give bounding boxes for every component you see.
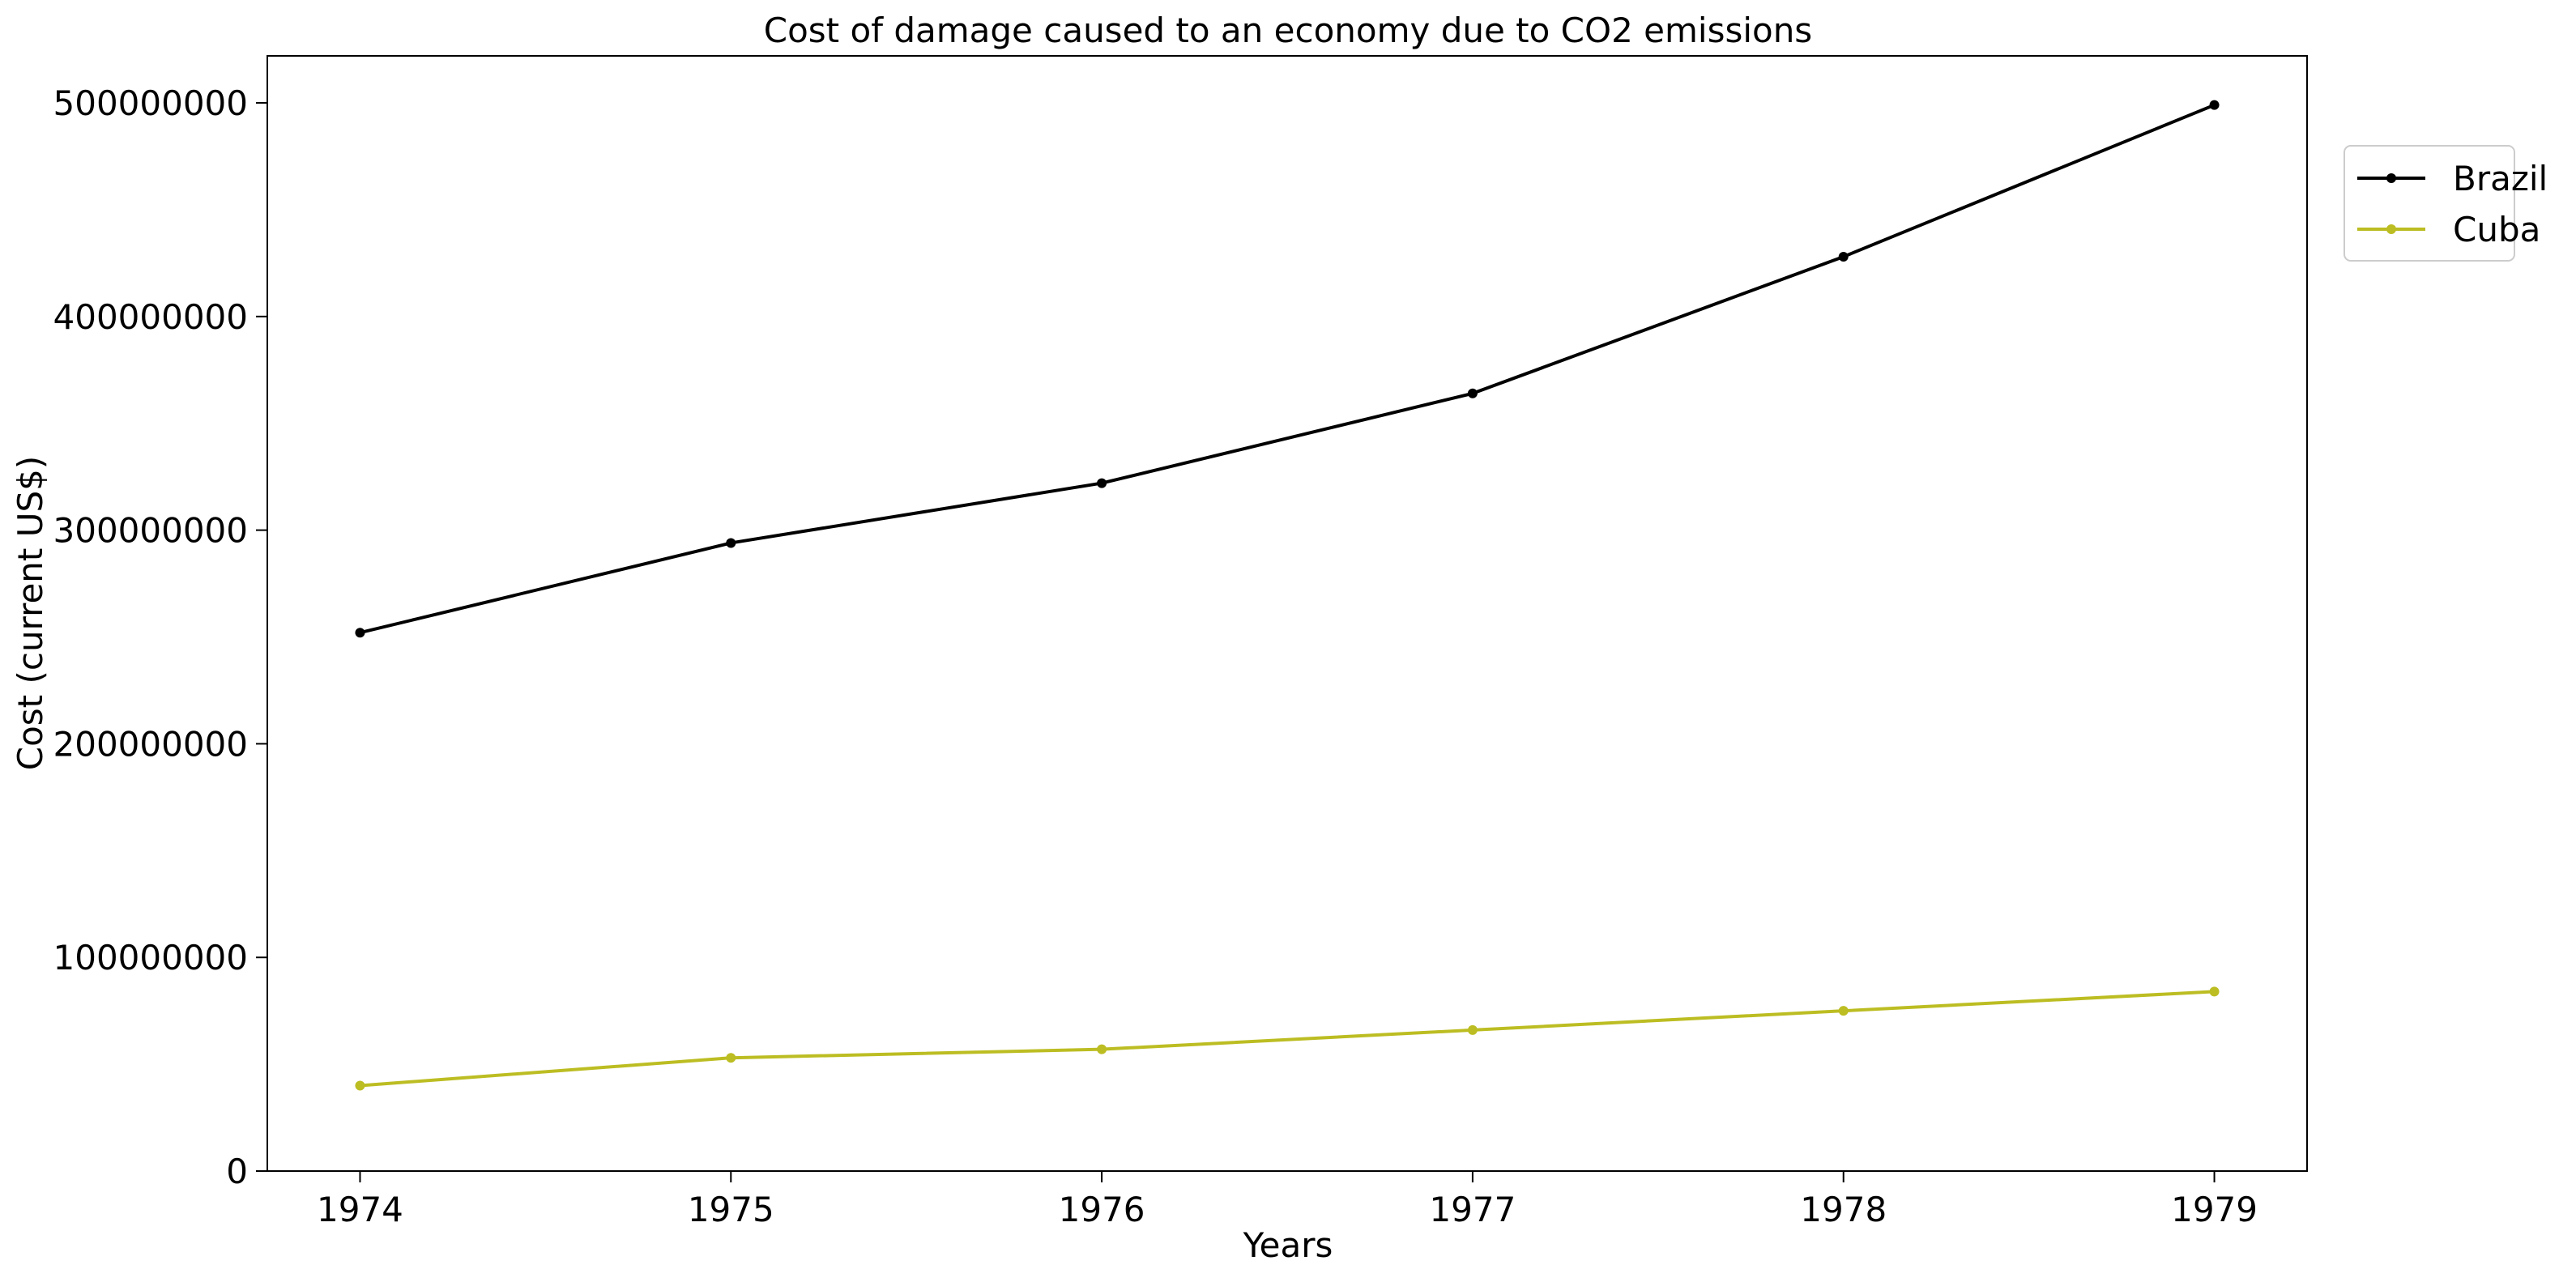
data-point-cuba	[726, 1053, 736, 1063]
y-tick-label: 200000000	[53, 724, 249, 764]
x-tick-label: 1979	[2171, 1190, 2258, 1229]
data-point-cuba	[1467, 1024, 1478, 1035]
legend-marker-brazil	[2386, 173, 2396, 183]
x-axis: 1974 1975 1976 1977 1978 1979	[317, 1171, 2258, 1229]
legend: Brazil Cuba	[2344, 145, 2548, 262]
data-point-brazil	[726, 538, 736, 548]
series-layer	[355, 100, 2220, 1091]
y-axis-label: Cost (current US$)	[11, 456, 50, 770]
x-axis-label: Years	[1243, 1225, 1333, 1265]
x-tick-label: 1976	[1059, 1190, 1145, 1229]
data-point-brazil	[355, 628, 365, 638]
data-point-brazil	[1838, 251, 1849, 262]
series-line-brazil	[359, 103, 2216, 635]
data-point-brazil	[1097, 478, 1107, 488]
y-tick-label: 100000000	[53, 938, 249, 977]
chart-title: Cost of damage caused to an economy due …	[764, 11, 1812, 50]
legend-frame	[2344, 145, 2515, 262]
series-cuba	[355, 986, 2220, 1091]
x-tick-label: 1978	[1800, 1190, 1887, 1229]
data-point-cuba	[1097, 1044, 1107, 1054]
legend-marker-cuba	[2386, 224, 2396, 234]
y-tick-label: 300000000	[53, 511, 249, 551]
y-tick-label: 500000000	[53, 83, 249, 123]
data-point-cuba	[1838, 1006, 1849, 1016]
plot-frame	[267, 55, 2308, 1172]
x-tick-label: 1975	[688, 1190, 774, 1229]
data-point-brazil	[1467, 388, 1478, 398]
y-axis: 0 100000000 200000000 300000000 400000000 500…	[53, 83, 267, 1191]
data-point-cuba	[2209, 986, 2220, 997]
legend-label-cuba: Cuba	[2453, 210, 2540, 249]
y-tick-label: 0	[226, 1152, 248, 1191]
x-tick-label: 1977	[1429, 1190, 1516, 1229]
legend-label-brazil: Brazil	[2453, 159, 2548, 198]
y-tick-label: 400000000	[53, 297, 249, 337]
data-point-brazil	[2209, 100, 2220, 110]
data-point-cuba	[355, 1080, 365, 1091]
series-line-cuba	[360, 990, 2215, 1088]
x-tick-label: 1974	[317, 1190, 403, 1229]
plot-area	[267, 55, 2308, 1172]
series-brazil	[355, 100, 2220, 638]
